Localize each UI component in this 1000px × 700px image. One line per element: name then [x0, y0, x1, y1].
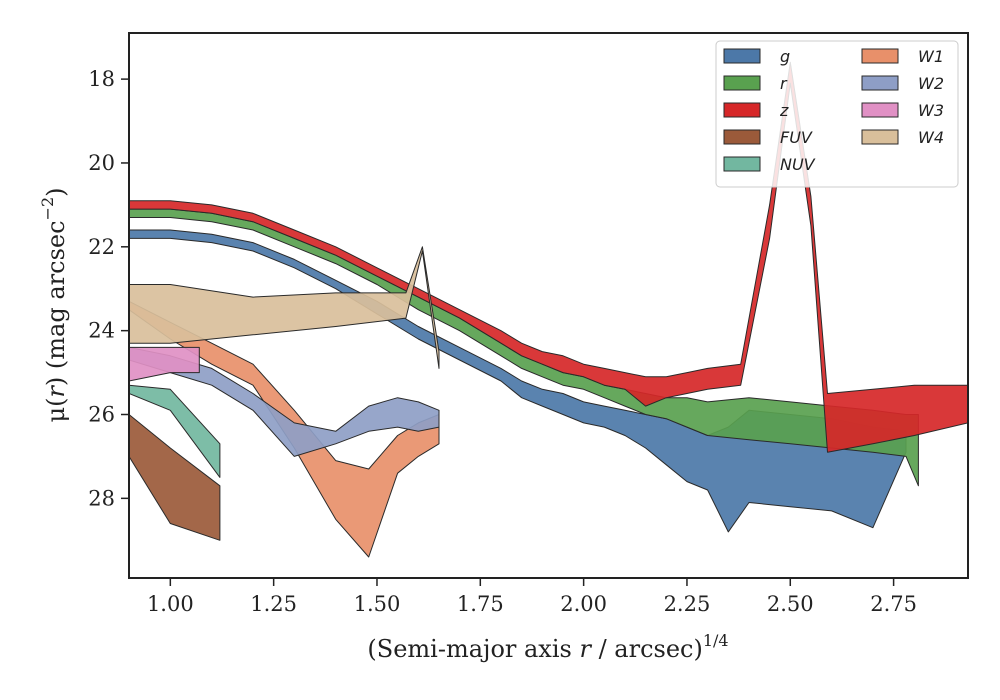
- ticks-layer: 1.00 1.25 1.50 1.75 2.00 2.25 2.50 2.75 18 20 22 24…: [88, 67, 917, 616]
- y-tick-label: 26: [88, 403, 115, 427]
- legend-label-w2: W2: [918, 74, 944, 93]
- legend-label-nuv: NUV: [780, 155, 816, 174]
- legend-swatch-w2: [861, 75, 899, 91]
- legend-swatch-w4: [861, 129, 899, 145]
- legend-swatch-r: [723, 75, 761, 91]
- y-tick-label: 22: [88, 235, 115, 259]
- legend-label-w4: W4: [918, 128, 944, 147]
- legend-label-g: g: [780, 47, 790, 66]
- x-axis-title: (Semi-major axis r / arcsec)1/4: [367, 631, 728, 663]
- legend-label-z: z: [779, 101, 789, 120]
- x-tick-label: 2.00: [560, 592, 607, 616]
- legend-label-w1: W1: [918, 47, 944, 66]
- legend-label-fuv: FUV: [780, 128, 813, 147]
- series-layer: [129, 61, 968, 558]
- legend-swatch-w3: [861, 102, 899, 118]
- x-tick-label: 1.50: [354, 592, 401, 616]
- x-tick-label: 2.75: [870, 592, 917, 616]
- series-band-fuv: [129, 414, 221, 541]
- x-tick-label: 1.75: [457, 592, 504, 616]
- x-tick-label: 2.50: [767, 592, 814, 616]
- x-tick-label: 1.00: [147, 592, 194, 616]
- y-axis-title: μ(r) (mag arcsec−2): [38, 187, 70, 422]
- y-tick-label: 18: [88, 67, 115, 91]
- legend-swatch-g: [723, 48, 761, 64]
- legend-label-w3: W3: [918, 101, 944, 120]
- x-tick-label: 1.25: [250, 592, 297, 616]
- y-tick-label: 24: [88, 319, 115, 343]
- series-band-w3: [129, 346, 200, 382]
- legend-swatch-w1: [861, 48, 899, 64]
- legend-swatch-nuv: [723, 156, 761, 172]
- series-band-w2: [129, 346, 440, 457]
- legend-label-r: r: [780, 74, 788, 93]
- legend-swatch-z: [723, 102, 761, 118]
- y-tick-label: 28: [88, 486, 115, 510]
- series-band-z: [129, 61, 968, 453]
- legend-swatch-fuv: [723, 129, 761, 145]
- series-band-nuv: [129, 384, 221, 478]
- x-tick-label: 2.25: [664, 592, 711, 616]
- plot-frame: [128, 32, 969, 579]
- y-tick-label: 20: [88, 151, 115, 175]
- legend: grz FUV NUV W1 W2 W3 W4: [715, 40, 959, 188]
- series-band-w4: [129, 246, 440, 369]
